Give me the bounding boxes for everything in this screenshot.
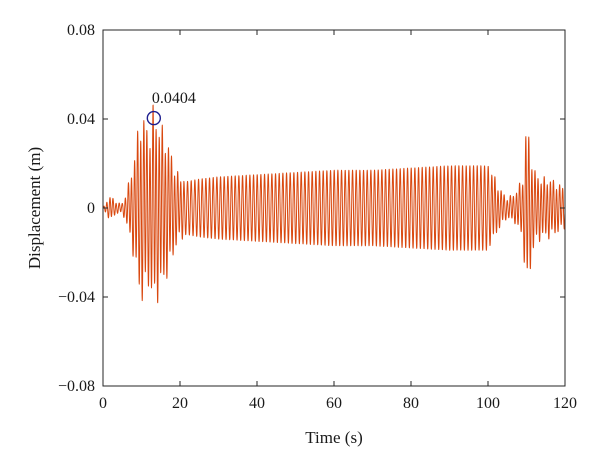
y-axis-title: Displacement (m) <box>25 147 44 269</box>
x-axis-title: Time (s) <box>305 428 362 447</box>
axes-layer: 0 20 40 60 80 100 120 −0.08 −0.04 0 0.04 0.08 <box>58 22 577 412</box>
peak-marker <box>146 110 162 126</box>
x-tick-label: 60 <box>326 395 342 412</box>
x-tick-label: 0 <box>99 395 107 412</box>
x-tick-label: 120 <box>553 395 577 412</box>
annotation-layer: 0.0404 <box>146 90 196 126</box>
x-tick-label: 40 <box>249 395 265 412</box>
y-tick-label: 0.08 <box>67 22 95 39</box>
series-layer <box>102 104 566 304</box>
y-tick-label: 0 <box>87 200 95 217</box>
x-tick-label: 100 <box>476 395 500 412</box>
peak-label: 0.0404 <box>152 90 196 107</box>
x-tick-label: 80 <box>403 395 419 412</box>
displacement-series-line <box>102 104 566 304</box>
y-tick-label: 0.04 <box>67 111 95 128</box>
y-tick-label: −0.04 <box>58 289 95 306</box>
y-tick-label: −0.08 <box>58 378 95 395</box>
x-tick-label: 20 <box>172 395 188 412</box>
